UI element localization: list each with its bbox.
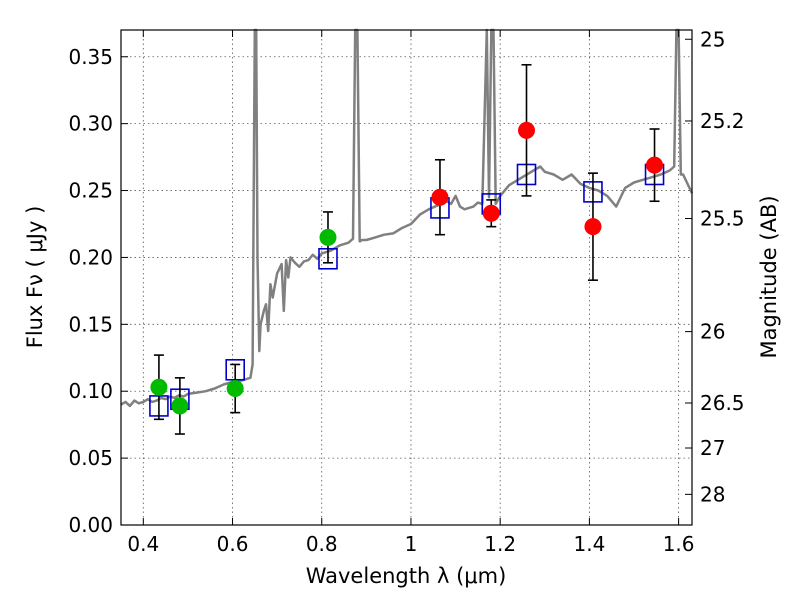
- y-tick-label: 0.10: [68, 379, 113, 403]
- y-tick-label: 0.25: [68, 179, 113, 203]
- y-tick-label: 0.00: [68, 513, 113, 537]
- y2-tick-label: 26: [700, 320, 725, 344]
- grid-lines: [121, 30, 692, 526]
- optical-point: [150, 378, 168, 396]
- optical-point: [171, 397, 189, 415]
- y2-tick-label: 27: [700, 436, 725, 460]
- nir-point: [431, 188, 449, 206]
- y2-axis-label: Magnitude (AB): [757, 195, 781, 358]
- optical-point: [319, 228, 337, 246]
- x-tick-label: 0.4: [127, 532, 159, 556]
- y-tick-label: 0.30: [68, 112, 113, 136]
- spectrum-line: [120, 28, 694, 408]
- x-tick-label: 0.8: [306, 532, 338, 556]
- nir-point: [517, 121, 535, 139]
- x-tick-label: 1: [405, 532, 418, 556]
- x-tick-label: 1.2: [484, 532, 516, 556]
- y2-tick-label: 25.5: [700, 207, 745, 231]
- plot-frame: [120, 29, 693, 526]
- optical-point: [226, 380, 244, 398]
- y-tick-label: 0.20: [68, 245, 113, 269]
- data-points-layer: [149, 63, 665, 435]
- axis-ticks: [121, 30, 692, 526]
- y-axis-label: Flux Fν ( μJy ): [23, 206, 47, 349]
- x-tick-label: 0.6: [217, 532, 249, 556]
- x-tick-label: 1.6: [663, 532, 695, 556]
- y-tick-label: 0.15: [68, 312, 113, 336]
- tick-labels: 0.4 0.6 0.8 1 1.2 1.4 1.6 0.00 0.05 0.10 0.15 0.20 0…: [68, 27, 744, 556]
- nir-point: [646, 156, 664, 174]
- y2-tick-label: 28: [700, 482, 725, 506]
- y-tick-label: 0.35: [68, 45, 113, 69]
- nir-point: [482, 204, 500, 222]
- spectrum-layer: [120, 28, 694, 408]
- y2-tick-label: 25: [700, 27, 725, 51]
- y2-tick-label: 25.2: [700, 109, 745, 133]
- y-tick-label: 0.05: [68, 446, 113, 470]
- y2-tick-label: 26.5: [700, 391, 745, 415]
- x-tick-label: 1.4: [573, 532, 605, 556]
- x-axis-label: Wavelength λ (μm): [306, 564, 507, 588]
- nir-point: [584, 218, 602, 236]
